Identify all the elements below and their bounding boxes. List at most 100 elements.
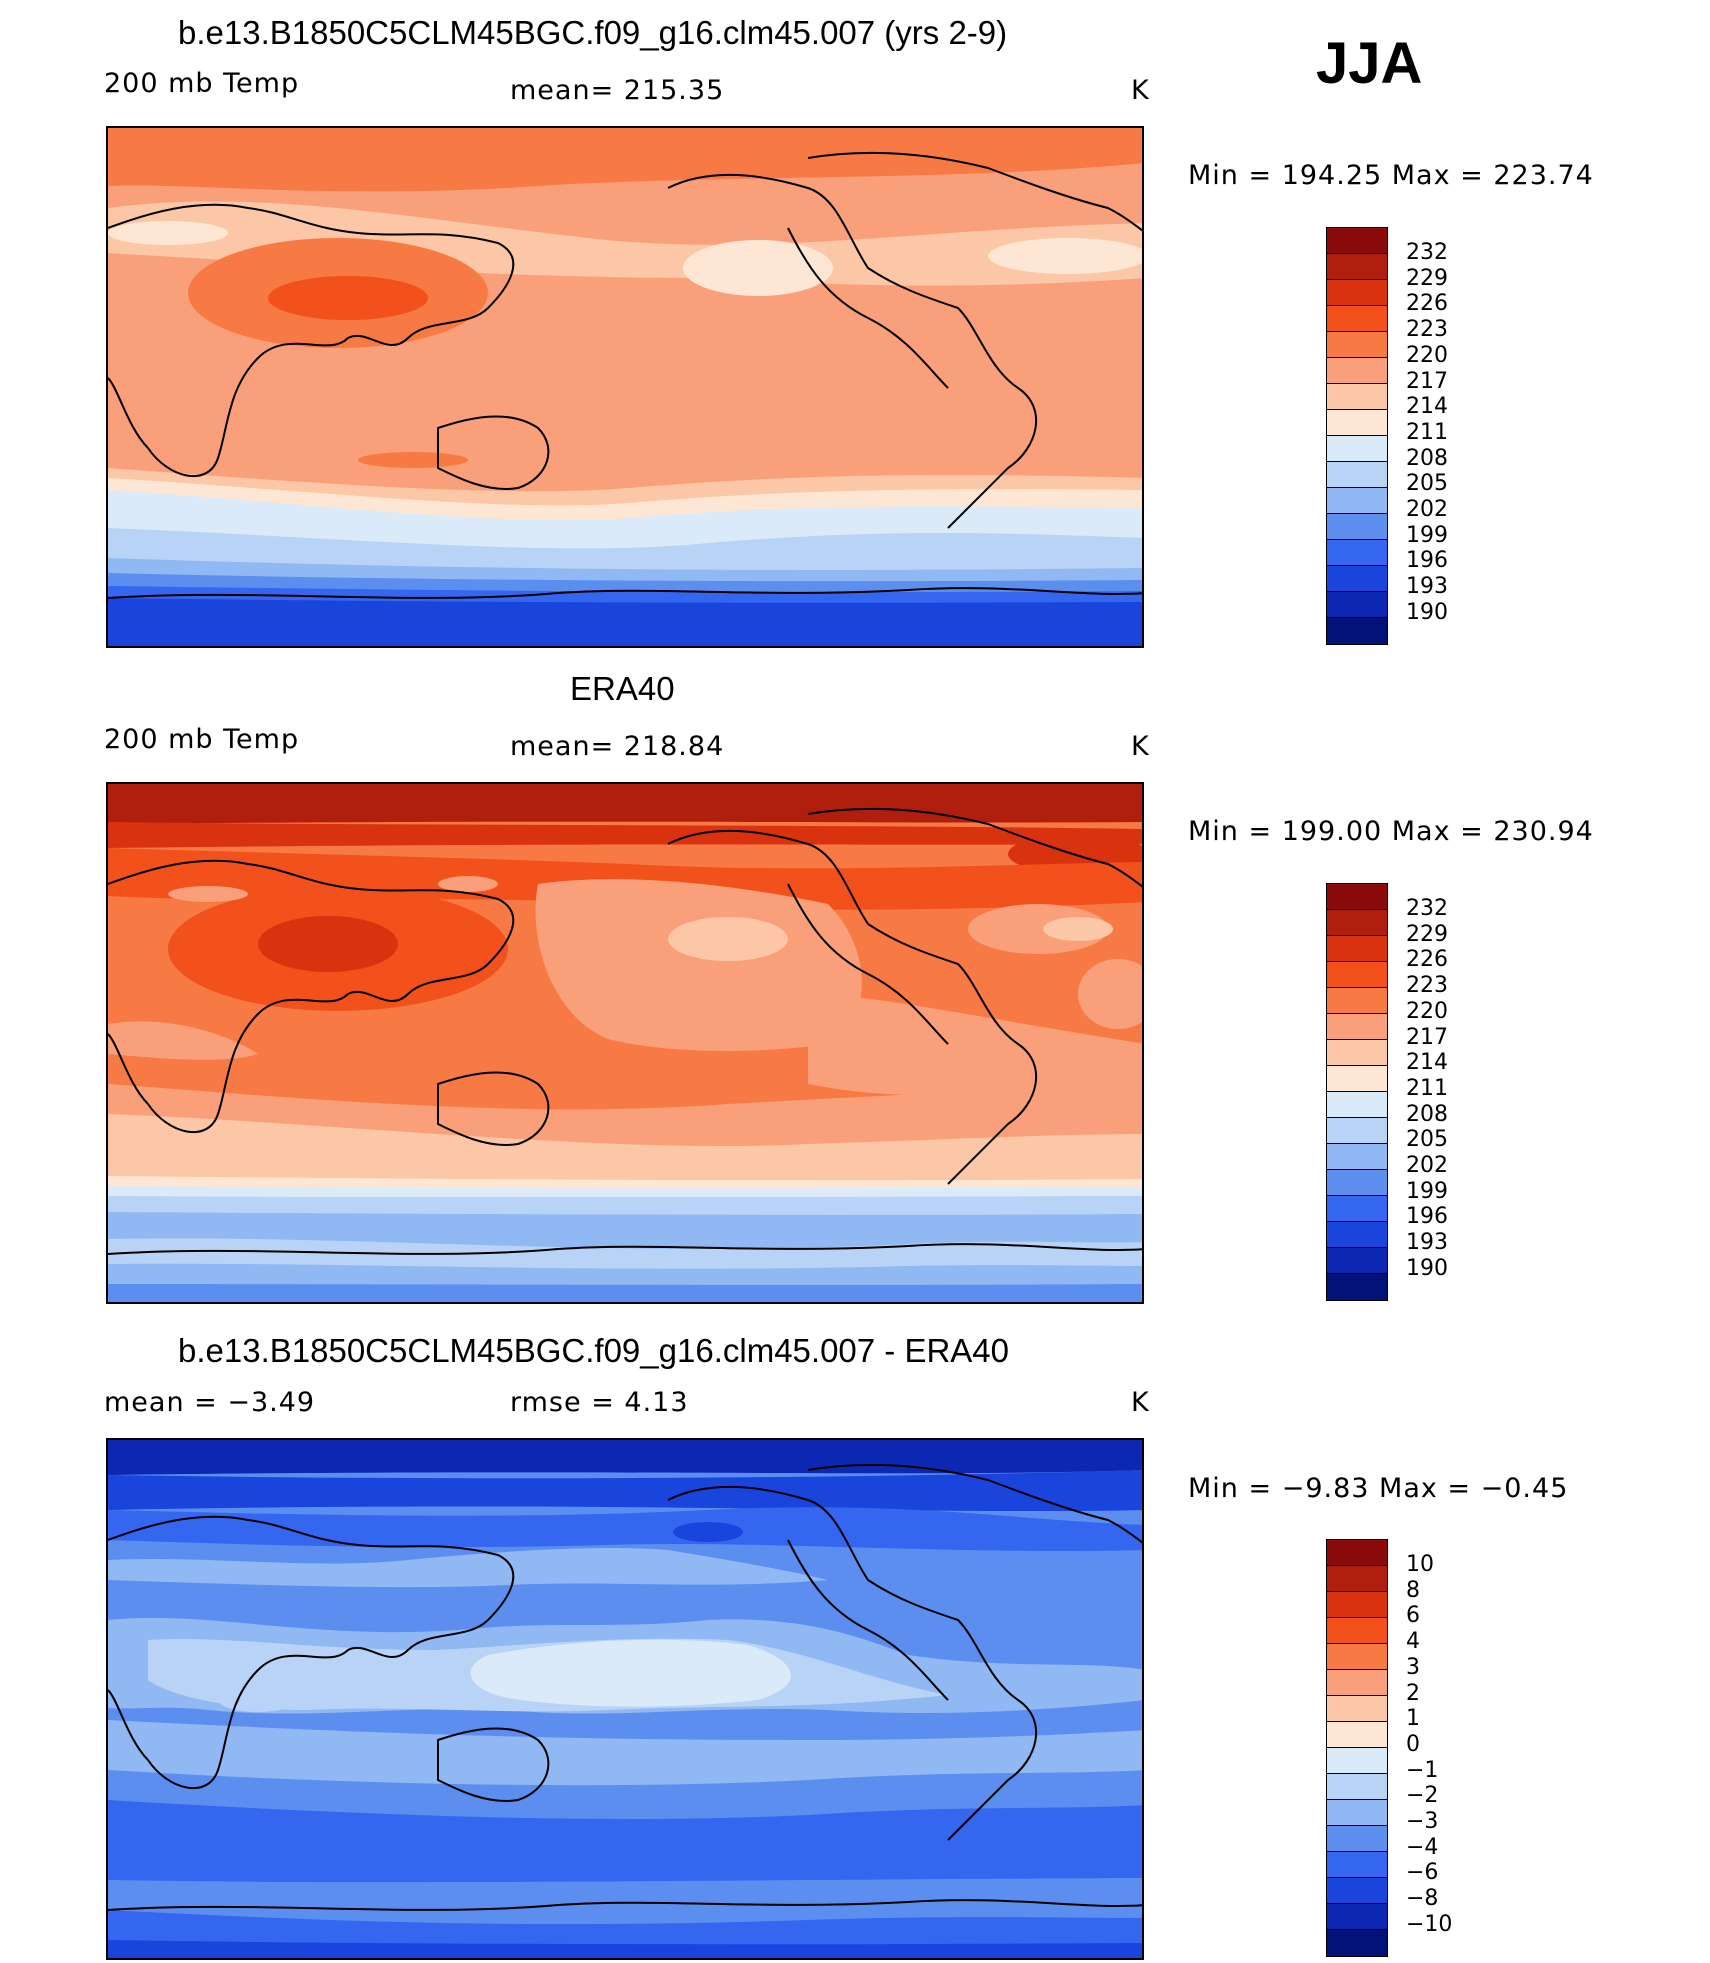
colorbar-label: 223 [1406,973,1448,999]
panel2-colorbar-cell [1327,962,1387,988]
panel3-colorbar-cell [1327,1878,1387,1904]
colorbar-label: 220 [1406,998,1448,1024]
panel3-rmse-label: rmse = 4.13 [510,1387,689,1418]
colorbar-label: 211 [1406,419,1448,445]
panel1-colorbar-cell [1327,228,1387,254]
colorbar-label: 226 [1406,947,1448,973]
colorbar-label: 217 [1406,1024,1448,1050]
panel3-colorbar [1326,1539,1388,1957]
panel3-colorbar-cell [1327,1696,1387,1722]
colorbar-label: 220 [1406,342,1448,368]
colorbar-label: 196 [1406,1204,1448,1230]
panel3-colorbar-cell [1327,1904,1387,1930]
colorbar-label: 3 [1406,1654,1420,1680]
colorbar-label: 232 [1406,896,1448,921]
panel2-colorbar-cell [1327,936,1387,962]
panel2-map [106,782,1144,1304]
panel3-colorbar-cell [1327,1592,1387,1618]
panel2-colorbar [1326,883,1388,1301]
panel3-colorbar-cell [1327,1566,1387,1592]
colorbar-label: 205 [1406,471,1448,497]
colorbar-label: 226 [1406,291,1448,317]
colorbar-label: −1 [1406,1757,1439,1783]
panel2-colorbar-cell [1327,910,1387,936]
colorbar-label: 199 [1406,522,1448,548]
panel3-colorbar-cell [1327,1540,1387,1566]
panel3-colorbar-cell [1327,1800,1387,1826]
colorbar-label: −3 [1406,1809,1439,1834]
colorbar-label: −8 [1406,1886,1439,1912]
panel2-colorbar-cell [1327,1092,1387,1118]
panel1-colorbar-cell [1327,514,1387,540]
panel1-contour-field [108,128,1142,646]
colorbar-label: 211 [1406,1075,1448,1101]
panel1-colorbar [1326,227,1388,645]
colorbar-label: 10 [1406,1552,1434,1577]
panel1-colorbar-cell [1327,436,1387,462]
colorbar-label: 214 [1406,394,1448,420]
panel2-colorbar-cell [1327,1274,1387,1300]
panel3-title: b.e13.B1850C5CLM45BGC.f09_g16.clm45.007 … [178,1332,1010,1369]
panel2-colorbar-cell [1327,1196,1387,1222]
panel2-title: ERA40 [570,670,675,707]
colorbar-label: 1 [1406,1706,1420,1732]
panel2-contour-field [108,784,1142,1302]
colorbar-label: 0 [1406,1731,1420,1757]
panel3-colorbar-cell [1327,1774,1387,1800]
colorbar-label: 214 [1406,1050,1448,1076]
colorbar-label: −4 [1406,1834,1439,1860]
colorbar-label: 208 [1406,1101,1448,1127]
panel3-contour-field [108,1440,1142,1958]
panel3-colorbar-cell [1327,1670,1387,1696]
panel2-colorbar-cell [1327,1222,1387,1248]
colorbar-label: 202 [1406,1153,1448,1178]
panel3-colorbar-cell [1327,1826,1387,1852]
panel1-colorbar-cell [1327,358,1387,384]
panel1-colorbar-cell [1327,254,1387,280]
colorbar-label: −10 [1406,1911,1453,1937]
panel2-colorbar-cell [1327,1144,1387,1170]
panel2-colorbar-cell [1327,1040,1387,1066]
colorbar-label: 196 [1406,548,1448,574]
panel1-minmax: Min = 194.25 Max = 223.74 [1188,160,1594,191]
panel3-map [106,1438,1144,1960]
panel1-colorbar-cell [1327,618,1387,644]
colorbar-label: 199 [1406,1178,1448,1204]
panel1-colorbar-cell [1327,462,1387,488]
season-label: JJA [1316,31,1423,96]
panel3-colorbar-cell [1327,1722,1387,1748]
colorbar-label: 193 [1406,1230,1448,1256]
panel3-minmax: Min = −9.83 Max = −0.45 [1188,1473,1569,1504]
panel1-colorbar-cell [1327,540,1387,566]
panel1-map [106,126,1144,648]
panel2-colorbar-cell [1327,1248,1387,1274]
panel1-colorbar-cell [1327,306,1387,332]
panel1-left-label: 200 mb Temp [104,68,300,99]
panel3-units: K [1131,1387,1150,1418]
colorbar-label: 229 [1406,921,1448,947]
panel2-left-label: 200 mb Temp [104,724,300,755]
panel2-colorbar-cell [1327,884,1387,910]
colorbar-label: 2 [1406,1680,1420,1706]
panel2-colorbar-cell [1327,988,1387,1014]
panel2-colorbar-cell [1327,1066,1387,1092]
panel1-colorbar-cell [1327,384,1387,410]
colorbar-label: 208 [1406,445,1448,471]
panel1-colorbar-cell [1327,592,1387,618]
panel3-colorbar-cell [1327,1618,1387,1644]
panel3-mean-label: mean = −3.49 [104,1387,316,1418]
colorbar-label: 223 [1406,317,1448,343]
colorbar-label: 190 [1406,599,1448,625]
colorbar-label: 202 [1406,497,1448,522]
panel2-colorbar-cell [1327,1170,1387,1196]
panel2-minmax: Min = 199.00 Max = 230.94 [1188,816,1594,847]
panel1-colorbar-cell [1327,410,1387,436]
panel1-colorbar-cell [1327,332,1387,358]
colorbar-label: 229 [1406,265,1448,291]
panel1-colorbar-cell [1327,488,1387,514]
colorbar-label: −6 [1406,1860,1439,1886]
colorbar-label: 217 [1406,368,1448,394]
panel1-mean-label: mean= 215.35 [510,75,725,106]
colorbar-label: −2 [1406,1783,1439,1809]
panel2-units: K [1131,731,1150,762]
